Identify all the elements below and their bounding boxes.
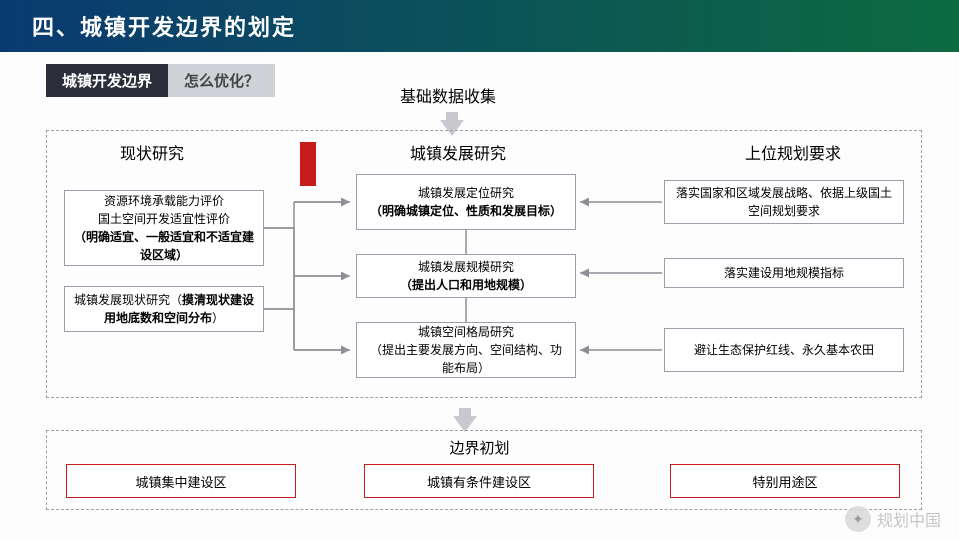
left2-text: 城镇发展现状研究（摸清现状建设用地底数和空间分布） [73, 291, 255, 327]
tab-boundary: 城镇开发边界 [46, 64, 168, 97]
watermark: ✦ 规划中国 [845, 506, 941, 532]
right1-text: 落实国家和区域发展战略、依据上级国土空间规划要求 [673, 184, 895, 220]
col-head-right: 上位规划要求 [745, 140, 841, 164]
col-head-left: 现状研究 [120, 140, 184, 164]
mid-box-3: 城镇空间格局研究 （提出主要发展方向、空间结构、功能布局） [356, 322, 576, 378]
left1-line2: 国土空间开发适宜性评价 [73, 210, 255, 228]
right2-text: 落实建设用地规模指标 [673, 264, 895, 282]
connector-left-to-mid [264, 170, 356, 380]
bottom-box-3: 特别用途区 [670, 464, 900, 498]
right-box-1: 落实国家和区域发展战略、依据上级国土空间规划要求 [664, 180, 904, 224]
bottom-box-2: 城镇有条件建设区 [364, 464, 594, 498]
left2-pre: 城镇发展现状研究（ [74, 293, 182, 307]
left-box-1: 资源环境承载能力评价 国土空间开发适宜性评价 （明确适宜、一般适宜和不适宜建设区… [64, 190, 264, 266]
left1-bold: （明确适宜、一般适宜和不适宜建设区域） [73, 228, 255, 264]
mid1-bold: （明确城镇定位、性质和发展目标） [365, 202, 567, 220]
watermark-text: 规划中国 [877, 507, 941, 531]
mid-box-1: 城镇发展定位研究 （明确城镇定位、性质和发展目标） [356, 174, 576, 230]
right-box-3: 避让生态保护红线、永久基本农田 [664, 328, 904, 372]
bottom-box-1: 城镇集中建设区 [66, 464, 296, 498]
left-box-2: 城镇发展现状研究（摸清现状建设用地底数和空间分布） [64, 286, 264, 332]
left1-line1: 资源环境承载能力评价 [73, 192, 255, 210]
tab-optimize: 怎么优化？ [168, 64, 275, 97]
tabs: 城镇开发边界 怎么优化？ [46, 64, 959, 97]
connector-right-to-mid [576, 170, 664, 380]
left2-post: ） [212, 311, 224, 325]
right-box-2: 落实建设用地规模指标 [664, 258, 904, 288]
wechat-icon: ✦ [845, 506, 871, 532]
mid1-line1: 城镇发展定位研究 [365, 184, 567, 202]
top-center-label: 基础数据收集 [400, 83, 496, 107]
section-title: 四、城镇开发边界的划定 [0, 0, 959, 52]
mid3-line2: （提出主要发展方向、空间结构、功能布局） [365, 341, 567, 377]
right3-text: 避让生态保护红线、永久基本农田 [673, 341, 895, 359]
col-head-mid: 城镇发展研究 [410, 140, 506, 164]
bottom-title: 边界初划 [0, 437, 959, 458]
connector-mid-vertical [460, 230, 472, 326]
